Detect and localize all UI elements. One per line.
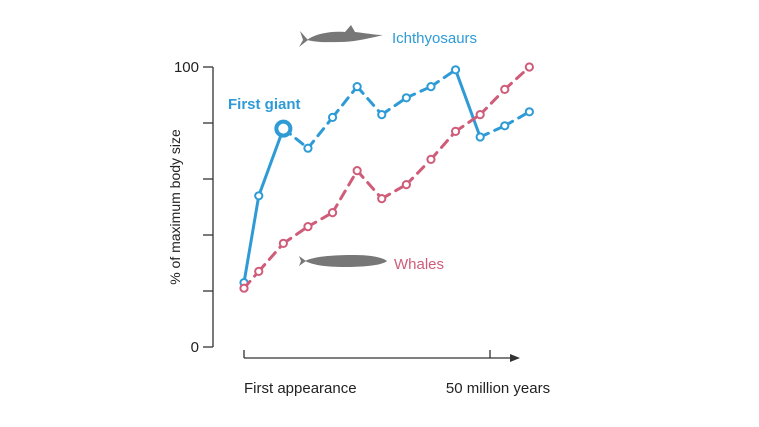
series-whales [239, 62, 534, 293]
series-segment [281, 225, 310, 245]
data-point [500, 84, 510, 95]
series-segment [380, 96, 408, 117]
series-segment [331, 169, 359, 215]
series-ichthyosaurs [239, 65, 534, 288]
series-segment [380, 183, 408, 201]
series-segment [429, 68, 458, 89]
data-point [303, 222, 313, 232]
series-label-group: Whales [299, 255, 444, 273]
x-tick-label: 50 million years [446, 380, 550, 397]
data-point [239, 283, 249, 293]
series-segment [454, 68, 482, 139]
x-tick-label: First appearance [244, 380, 357, 397]
whale-body [305, 255, 387, 267]
labels-layer: Ichthyosaurs Whales First giant [228, 25, 477, 273]
data-point [254, 266, 264, 276]
series-segment [454, 113, 482, 133]
ichthyosaur-body [307, 25, 383, 43]
series-layer [239, 62, 534, 293]
data-point [327, 112, 338, 123]
data-point [524, 107, 534, 117]
whale-tail [299, 256, 306, 266]
data-point [377, 110, 387, 120]
data-point [303, 143, 313, 153]
series-segment [306, 115, 335, 150]
data-point [352, 166, 362, 176]
data-point [401, 93, 411, 103]
data-point [254, 191, 264, 201]
data-point [475, 132, 485, 142]
series-label: Whales [394, 256, 444, 273]
data-point [450, 65, 461, 75]
series-segment [404, 157, 433, 187]
y-axis-title: % of maximum body size [167, 129, 183, 285]
series-segment [429, 129, 458, 161]
series-segment [355, 169, 384, 201]
series-segment [306, 211, 335, 229]
highlight-point [274, 119, 293, 138]
series-segment [503, 110, 531, 128]
series-segment [355, 85, 384, 117]
ichthyosaur-silhouette-icon [299, 25, 383, 47]
whale-silhouette-icon [299, 255, 387, 267]
y-tick-label: 100 [174, 59, 199, 76]
ichthyosaur-tail [299, 31, 308, 47]
data-point [401, 180, 411, 190]
data-point [426, 154, 436, 164]
data-point [352, 82, 362, 92]
series-segment [257, 127, 285, 198]
data-point [500, 121, 510, 131]
data-point [475, 110, 485, 120]
data-point [327, 208, 338, 218]
x-axis-arrow [510, 354, 520, 362]
axes: 0 100 % of maximum body size First appearan… [167, 59, 550, 397]
series-segment [242, 194, 261, 285]
data-point [450, 126, 461, 136]
data-point [426, 82, 436, 92]
series-segment [257, 241, 285, 273]
series-segment [503, 65, 531, 91]
data-point [377, 194, 387, 204]
series-label-group: Ichthyosaurs [299, 25, 477, 47]
series-segment [478, 87, 507, 117]
y-tick-label: 0 [191, 339, 199, 356]
series-segment [331, 85, 359, 119]
series-label: Ichthyosaurs [392, 30, 477, 47]
annotation-label: First giant [228, 96, 301, 113]
data-point [524, 62, 534, 72]
data-point [278, 238, 288, 248]
